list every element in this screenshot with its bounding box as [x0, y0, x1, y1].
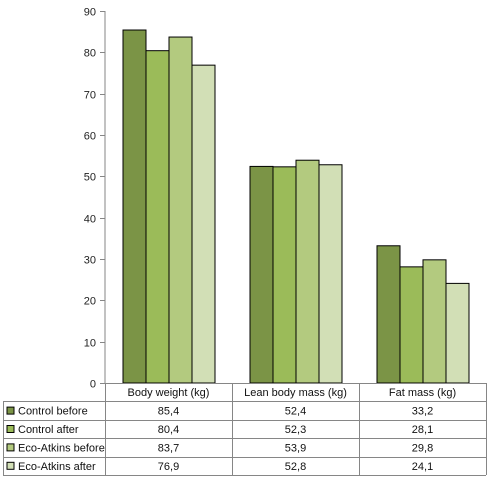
y-tick-label: 20 — [84, 296, 96, 308]
y-tick-label: 0 — [90, 379, 96, 391]
bar-eco-atkins-before-2 — [422, 259, 447, 384]
y-tick-label: 90 — [84, 7, 96, 19]
table-value: 52,8 — [285, 461, 306, 473]
legend-label: Eco-Atkins before — [18, 442, 105, 454]
y-tick-label: 10 — [84, 338, 96, 350]
bar-eco-atkins-after-0 — [191, 64, 216, 384]
legend-label: Control before — [18, 406, 88, 418]
bar-control-before-0 — [122, 29, 147, 384]
category-label: Fat mass (kg) — [389, 387, 456, 399]
table-value: 52,4 — [285, 406, 306, 418]
y-tick-label: 70 — [84, 90, 96, 102]
y-tick-label: 60 — [84, 131, 96, 143]
bar-control-after-1 — [272, 166, 297, 384]
table-value: 85,4 — [158, 406, 179, 418]
bar-eco-atkins-after-1 — [318, 164, 343, 384]
category-label: Lean body mass (kg) — [244, 387, 347, 399]
y-tick-label: 30 — [84, 255, 96, 267]
bar-control-before-1 — [249, 165, 274, 384]
bar-eco-atkins-before-0 — [168, 36, 193, 384]
table-value: 29,8 — [412, 442, 433, 454]
bars — [122, 29, 470, 384]
bar-eco-atkins-before-1 — [295, 159, 320, 384]
table-value: 76,9 — [158, 461, 179, 473]
table-value: 52,3 — [285, 424, 306, 436]
y-tick-label: 50 — [84, 172, 96, 184]
table-value: 80,4 — [158, 424, 179, 436]
y-tick-label: 40 — [84, 214, 96, 226]
legend-swatch — [6, 443, 15, 452]
table-value: 83,7 — [158, 442, 179, 454]
category-label: Body weight (kg) — [128, 387, 210, 399]
legend-label: Control after — [18, 424, 79, 436]
y-axis: 0 10 20 30 40 50 60 70 80 90 — [84, 7, 106, 391]
table-value: 53,9 — [285, 442, 306, 454]
y-tick-label: 80 — [84, 48, 96, 60]
table-value: 33,2 — [412, 406, 433, 418]
data-table: Body weight (kg) Lean body mass (kg) Fat m… — [3, 383, 487, 476]
bar-control-after-2 — [399, 266, 424, 384]
bar-control-after-0 — [145, 50, 170, 384]
table-value: 28,1 — [412, 424, 433, 436]
bar-eco-atkins-after-2 — [445, 282, 470, 384]
legend-swatch — [6, 406, 15, 415]
bar-control-before-2 — [376, 245, 401, 384]
legend-swatch — [6, 425, 15, 433]
legend-swatch — [6, 461, 15, 470]
table-value: 24,1 — [412, 461, 433, 473]
legend-label: Eco-Atkins after — [18, 461, 96, 473]
